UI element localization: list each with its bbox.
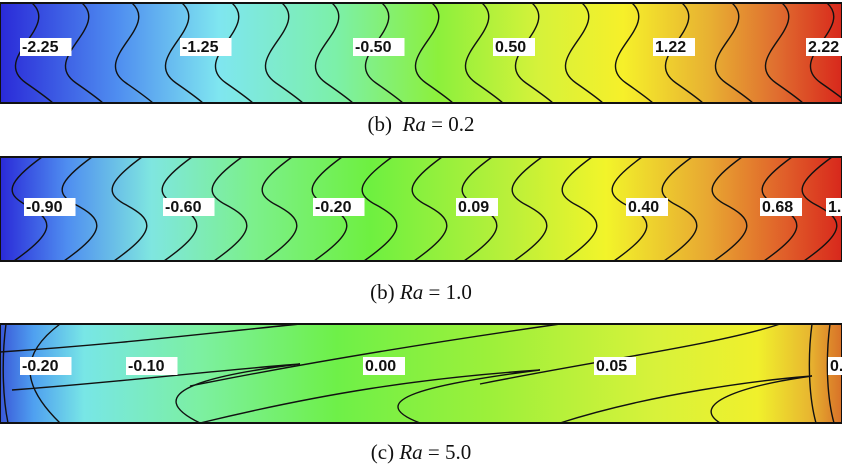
contour-line xyxy=(714,2,757,105)
caption-variable: Ra xyxy=(399,280,424,304)
contour-label-background xyxy=(653,38,695,56)
contour-line xyxy=(711,156,748,262)
contour-level-label: -0.90 xyxy=(26,199,63,216)
contour-level-label: 0.40 xyxy=(628,199,659,216)
caption-panel-1: (b) Ra = 0.2 xyxy=(0,112,842,137)
contour-line xyxy=(826,323,835,424)
contour-line xyxy=(2,323,9,424)
contour-line xyxy=(214,2,257,105)
contour-line xyxy=(664,2,707,105)
contour-lines xyxy=(11,156,838,262)
contour-line xyxy=(14,2,57,105)
contour-label-background xyxy=(493,38,535,56)
contour-level-label: -0.60 xyxy=(165,199,202,216)
contour-line xyxy=(559,375,813,424)
contour-line xyxy=(561,156,598,262)
contour-label-background xyxy=(626,198,668,216)
contour-label-background xyxy=(163,198,215,216)
caption-prefix: (b) xyxy=(370,280,395,304)
contour-line xyxy=(801,156,838,262)
contour-level-label: 0.09 xyxy=(458,199,489,216)
caption-variable: Ra xyxy=(402,112,426,136)
contour-lines xyxy=(0,323,835,424)
contour-label-background xyxy=(760,198,802,216)
contour-line xyxy=(189,323,561,387)
contour-line xyxy=(564,2,607,105)
contour-level-label: -0.50 xyxy=(355,39,392,56)
contour-line xyxy=(164,2,207,105)
contour-line xyxy=(479,323,781,385)
contour-line xyxy=(0,323,301,353)
contour-panel-ra-5-0: -0.20 -0.10 0.00 0.05 0.20 xyxy=(0,321,842,426)
contour-line xyxy=(364,2,407,105)
contour-field xyxy=(0,156,842,262)
contour-level-label: 1.22 xyxy=(655,39,686,56)
contour-line xyxy=(211,156,248,262)
contour-label-background xyxy=(826,198,842,216)
contour-plot-ra-5-0: -0.20 -0.10 0.00 0.05 0.20 xyxy=(0,323,842,424)
contour-level-label: 2.22 xyxy=(808,39,839,56)
contour-field xyxy=(0,2,842,104)
caption-prefix: (b) xyxy=(367,112,393,136)
contour-line xyxy=(411,156,448,262)
contour-label-background xyxy=(594,357,636,375)
contour-level-label: 0.05 xyxy=(596,358,627,375)
contour-line xyxy=(514,2,557,105)
caption-value: = 1.0 xyxy=(428,280,472,304)
caption-panel-2: (b) Ra = 1.0 xyxy=(0,280,842,305)
contour-line xyxy=(809,2,842,100)
contour-label-background xyxy=(20,38,72,56)
contour-level-label: -2.25 xyxy=(22,39,59,56)
contour-line xyxy=(114,2,157,105)
contour-line xyxy=(199,369,541,424)
contour-line xyxy=(264,2,307,105)
contour-level-label: 0.00 xyxy=(365,358,396,375)
contour-labels: -0.20 -0.10 0.00 0.05 0.20 xyxy=(20,357,842,375)
contour-level-label: -0.10 xyxy=(128,358,165,375)
contour-label-background xyxy=(828,357,842,375)
contour-lines xyxy=(14,2,842,105)
contour-line xyxy=(261,156,298,262)
contour-label-background xyxy=(126,357,178,375)
contour-line xyxy=(361,156,398,262)
contour-plot-ra-0-2: -2.25 -1.25 -0.50 0.50 1.22 2.22 xyxy=(0,2,842,105)
contour-line xyxy=(614,2,657,105)
contour-line xyxy=(764,2,807,105)
contour-line xyxy=(414,2,457,105)
contour-line xyxy=(511,156,548,262)
caption-prefix: (c) xyxy=(370,440,395,464)
contour-labels: -2.25 -1.25 -0.50 0.50 1.22 2.22 xyxy=(20,38,842,56)
contour-level-label: -0.20 xyxy=(315,199,352,216)
contour-label-background xyxy=(180,38,232,56)
contour-level-label: -1.25 xyxy=(182,39,219,56)
contour-label-background xyxy=(353,38,405,56)
contour-panel-ra-1-0: -0.90 -0.60 -0.20 0.09 0.40 0.68 1.00 xyxy=(0,155,842,265)
contour-line xyxy=(111,156,148,262)
contour-label-background xyxy=(24,198,76,216)
contour-level-label: 0.20 xyxy=(830,358,842,375)
contour-line xyxy=(661,156,698,262)
contour-line xyxy=(808,323,817,424)
contour-label-background xyxy=(363,357,405,375)
caption-value: = 0.2 xyxy=(431,112,475,136)
contour-label-background xyxy=(806,38,842,56)
caption-value: = 5.0 xyxy=(427,440,472,464)
contour-level-label: 1.00 xyxy=(828,199,842,216)
contour-line xyxy=(64,2,107,105)
contour-level-label: 0.68 xyxy=(762,199,793,216)
contour-plot-ra-1-0: -0.90 -0.60 -0.20 0.09 0.40 0.68 1.00 xyxy=(0,156,842,262)
contour-line xyxy=(611,156,648,262)
contour-line xyxy=(11,363,301,424)
caption-panel-3: (c) Ra = 5.0 xyxy=(0,440,842,465)
caption-variable: Ra xyxy=(399,440,423,464)
contour-label-background xyxy=(20,357,72,375)
contour-panel-ra-0-2: -2.25 -1.25 -0.50 0.50 1.22 2.22 xyxy=(0,0,842,105)
contour-level-label: -0.20 xyxy=(22,358,59,375)
contour-line xyxy=(464,2,507,105)
contour-labels: -0.90 -0.60 -0.20 0.09 0.40 0.68 1.00 xyxy=(24,198,842,216)
contour-label-background xyxy=(456,198,498,216)
contour-label-background xyxy=(313,198,365,216)
contour-level-label: 0.50 xyxy=(495,39,526,56)
contour-line xyxy=(314,2,357,105)
